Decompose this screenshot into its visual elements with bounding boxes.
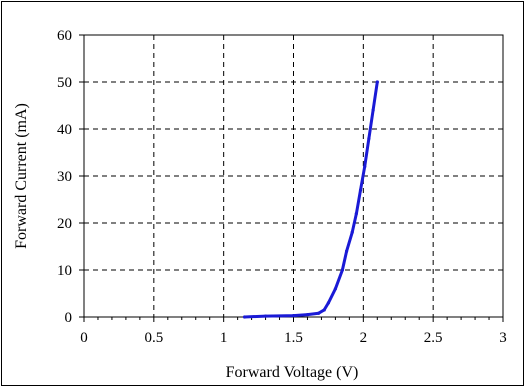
y-tick-label: 30 — [57, 169, 72, 185]
data-point — [340, 268, 344, 272]
ticks — [79, 34, 504, 322]
x-tick-label: 2.5 — [424, 330, 443, 346]
data-point — [363, 165, 367, 169]
data-point — [350, 230, 354, 234]
data-point — [371, 108, 375, 112]
data-point — [358, 188, 363, 192]
data-point — [317, 311, 321, 315]
y-axis-label: Forward Current (mA) — [13, 103, 30, 249]
x-tick-label: 2 — [360, 330, 368, 346]
y-tick-label: 20 — [57, 216, 72, 232]
data-point — [326, 301, 331, 305]
x-tick-label: 0 — [80, 330, 88, 346]
data-point — [291, 313, 296, 318]
y-tick-labels: 0 10 20 30 40 50 60 — [57, 28, 72, 326]
data-point — [263, 314, 268, 318]
data-point — [322, 308, 326, 312]
y-tick-label: 60 — [57, 28, 72, 44]
series-group — [243, 80, 379, 319]
y-tick-label: 40 — [57, 122, 72, 138]
y-tick-label: 10 — [57, 263, 72, 279]
y-tick-label: 0 — [65, 310, 73, 326]
grid — [84, 35, 503, 317]
data-point — [375, 80, 379, 84]
data-point — [243, 315, 247, 319]
x-tick-label: 0.5 — [144, 330, 163, 346]
data-point — [305, 313, 310, 317]
x-tick-label: 1.5 — [284, 330, 303, 346]
data-point — [333, 287, 337, 291]
x-axis-label: Forward Voltage (V) — [226, 364, 359, 381]
x-tick-labels: 0 0.5 1 1.5 2 2.5 3 — [80, 330, 507, 346]
x-tick-label: 1 — [220, 330, 228, 346]
data-point — [344, 249, 349, 253]
x-tick-label: 3 — [499, 330, 507, 346]
outer-border — [1, 1, 524, 386]
y-tick-label: 50 — [57, 75, 72, 91]
data-point — [367, 136, 371, 140]
data-point — [354, 212, 358, 216]
